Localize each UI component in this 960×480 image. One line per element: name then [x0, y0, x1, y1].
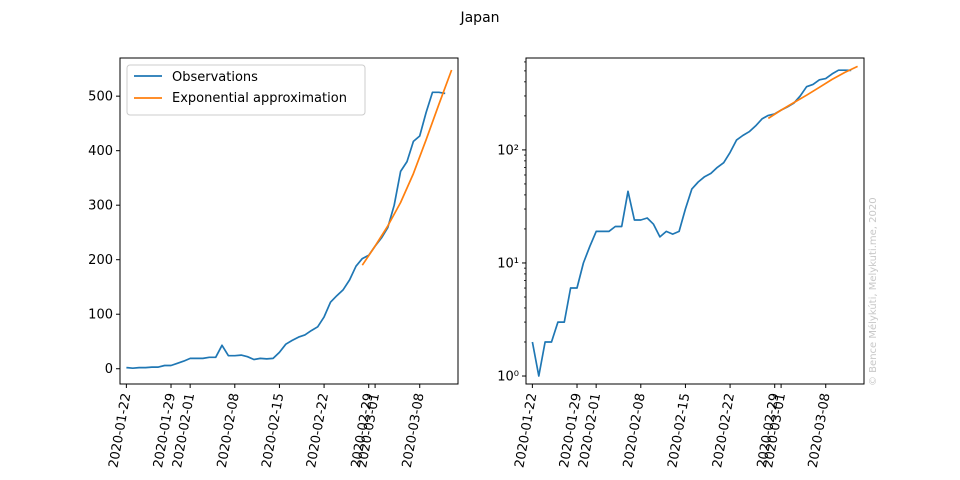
right-ytick-label: 10⁰ — [497, 370, 519, 385]
right-ytick-label: 10² — [497, 143, 519, 158]
right-xtick-label: 2020-02-15 — [665, 392, 693, 469]
copyright-watermark: © Bence Mélykúti, Melykuti.me, 2020 — [867, 197, 879, 386]
right-plot-frame — [525, 57, 865, 385]
left-xtick-label: 2020-02-22 — [304, 392, 332, 469]
left-xtick-label: 2020-02-08 — [215, 392, 243, 469]
right-xtick-label: 2020-02-22 — [710, 392, 738, 469]
left-ytick-label: 400 — [88, 144, 113, 159]
right-xtick-label: 2020-03-08 — [806, 392, 834, 469]
left-ytick-label: 500 — [88, 90, 113, 105]
left-series-exponential — [361, 69, 453, 266]
left-ytick-label: 100 — [88, 308, 113, 323]
right-xtick-label: 2020-02-08 — [621, 392, 649, 469]
left-xtick-label: 2020-01-22 — [106, 392, 134, 469]
left-xtick-label: 2020-02-15 — [259, 392, 287, 469]
left-ytick-label: 0 — [105, 362, 113, 377]
right-ytick-label: 10¹ — [497, 256, 519, 271]
right-series-exponential — [767, 65, 858, 120]
left-xtick-label: 2020-03-08 — [400, 392, 428, 469]
left-ytick-label: 300 — [88, 199, 113, 214]
right-series-observations — [531, 69, 852, 377]
left-ytick-label: 200 — [88, 253, 113, 268]
legend-label-exponential: Exponential approximation — [172, 91, 347, 106]
left-plot-frame — [119, 57, 459, 385]
legend-box — [126, 64, 366, 116]
figure-title: Japan — [459, 10, 499, 26]
left-series-observations — [126, 91, 446, 370]
right-xtick-label: 2020-01-22 — [512, 392, 540, 469]
legend: Observations Exponential approximation — [126, 64, 366, 116]
legend-label-observations: Observations — [172, 70, 258, 85]
